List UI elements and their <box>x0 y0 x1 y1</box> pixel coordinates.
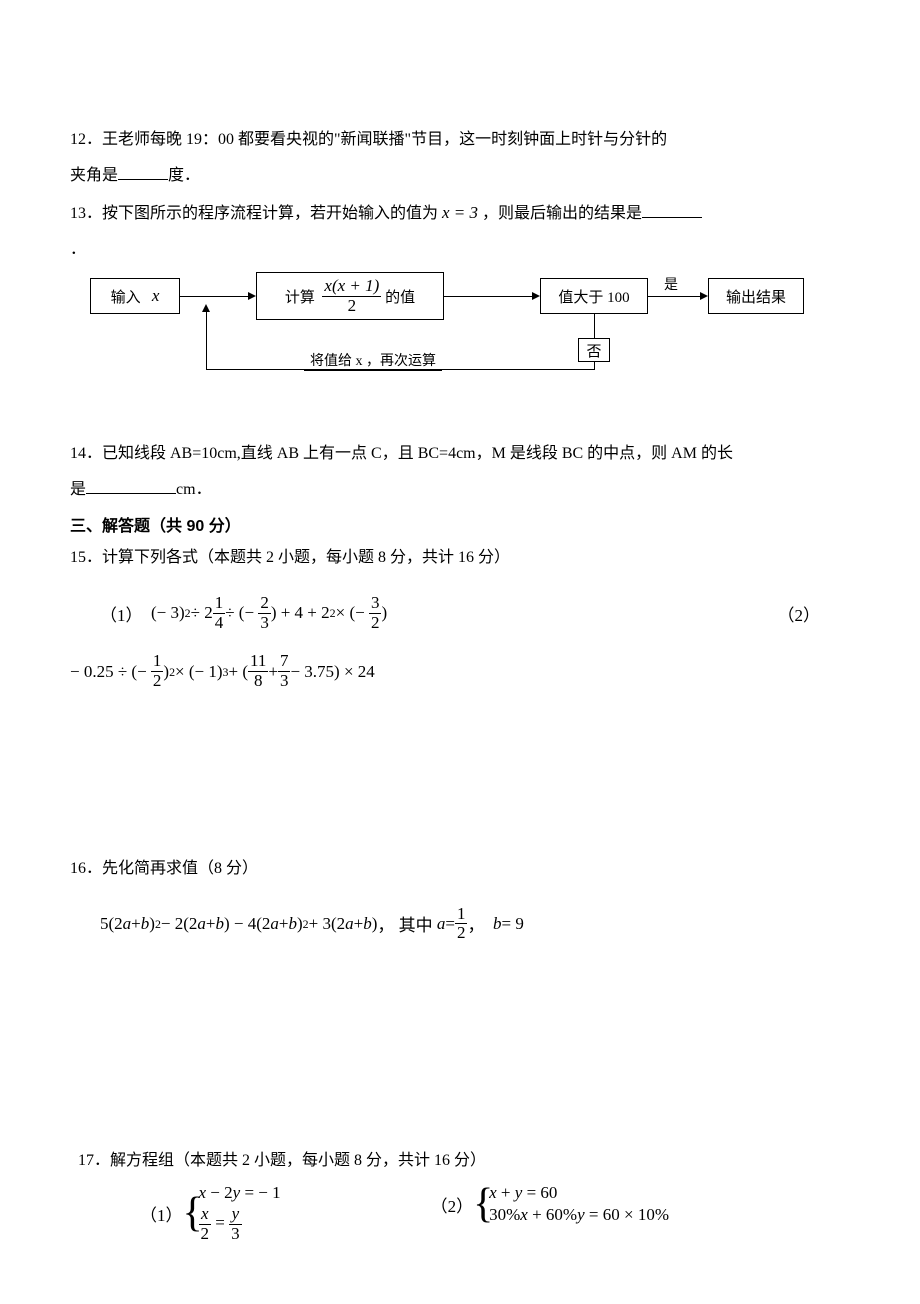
q14-line2: 是 cm． <box>70 474 850 506</box>
q17-p1-label: （1） <box>140 1201 183 1226</box>
section-3: 三、解答题（共 90 分） <box>70 512 850 536</box>
q15-row: （1） (− 3)2 ÷ 214 ÷ (− 23) + 4 + 22 × (− … <box>100 594 850 632</box>
q13-line: 13．按下图所示的程序流程计算，若开始输入的值为 x = 3 ，则最后输出的结果… <box>70 196 850 230</box>
flow-no: 否 <box>586 340 601 361</box>
q12-line2: 夹角是 度． <box>70 160 850 192</box>
q14-text-a: 14．已知线段 AB=10cm,直线 AB 上有一点 C，且 BC=4cm，M … <box>70 445 733 462</box>
flow-loop: 将值给 x ，再次运算 <box>304 350 442 371</box>
flow-calc-num: x(x + 1) <box>322 277 381 297</box>
q15-p1: （1） (− 3)2 ÷ 214 ÷ (− 23) + 4 + 22 × (− … <box>100 594 387 632</box>
flow-calc-frac: x(x + 1) 2 <box>322 277 381 315</box>
arrow-2 <box>444 296 534 297</box>
arrow-no-head <box>202 304 210 312</box>
q16-expr: 5(2a + b)2 − 2(2a + b) − 4(2a + b)2 + 3(… <box>100 905 850 943</box>
q12-line1: 12．王老师每晚 19：00 都要看央视的"新闻联播"节目，这一时刻钟面上时针与… <box>70 124 850 156</box>
q13-var: x = 3 <box>442 203 478 222</box>
q17-title: 17．解方程组（本题共 2 小题，每小题 8 分，共计 16 分） <box>78 1145 850 1177</box>
flow-out-box: 输出结果 <box>708 278 804 314</box>
flow-out: 输出结果 <box>726 286 786 307</box>
q12-blank <box>118 163 168 180</box>
q15-p1-label: （1） <box>100 601 143 626</box>
flow-input-box: 输入 x <box>90 278 180 314</box>
q13-period: ． <box>70 234 850 266</box>
flow-yes: 是 <box>664 274 678 294</box>
flow-no-box: 否 <box>578 338 610 362</box>
q17-p2: （2） { x + y = 60 30%x + 60%y = 60 × 10% <box>431 1183 669 1225</box>
q16-title: 16．先化简再求值（8 分） <box>70 853 850 885</box>
q17-p2-label: （2） <box>431 1192 474 1217</box>
q13-flowchart: 输入 x 计算 x(x + 1) 2 的值 值大于 100 是 输出结果 <box>80 272 840 402</box>
q13-blank <box>642 201 702 218</box>
q14-blank <box>86 477 176 494</box>
flow-check: 值大于 100 <box>558 286 629 307</box>
q15-p2-label: （2） <box>778 601 821 626</box>
flow-calc-a: 计算 <box>285 286 315 307</box>
q16-where: ， 其中 <box>377 911 432 936</box>
q17-p1: （1） { x − 2y = − 1 x2 = y3 <box>140 1183 281 1243</box>
arrow-1-head <box>248 292 256 300</box>
flow-calc-den: 2 <box>322 297 381 316</box>
q17-row: （1） { x − 2y = − 1 x2 = y3 （2） { x + y =… <box>140 1183 850 1243</box>
q12-text-c: 度． <box>168 167 200 184</box>
flow-calc-box: 计算 x(x + 1) 2 的值 <box>256 272 444 320</box>
arrow-no-up <box>206 310 207 370</box>
arrow-2-head <box>532 292 540 300</box>
flow-calc-b: 的值 <box>385 286 415 307</box>
q13-text-b: ，则最后输出的结果是 <box>482 205 642 222</box>
flow-check-box: 值大于 100 <box>540 278 648 314</box>
q15-title: 15．计算下列各式（本题共 2 小题，每小题 8 分，共计 16 分） <box>70 542 850 574</box>
q14-text-b: 是 <box>70 481 86 498</box>
flow-input-a: 输入 <box>111 286 141 307</box>
q15-p2-expr: − 0.25 ÷ (− 12)2 × (− 1)3 + (118 + 73 − … <box>70 652 850 690</box>
q12-text-a: 12．王老师每晚 19：00 都要看央视的"新闻联播"节目，这一时刻钟面上时针与… <box>70 131 667 148</box>
q13-text-a: 13．按下图所示的程序流程计算，若开始输入的值为 <box>70 205 438 222</box>
q14-line1: 14．已知线段 AB=10cm,直线 AB 上有一点 C，且 BC=4cm，M … <box>70 438 850 470</box>
arrow-yes <box>648 296 702 297</box>
q12-text-b: 夹角是 <box>70 167 118 184</box>
q14-text-c: cm． <box>176 481 212 498</box>
arrow-yes-head <box>700 292 708 300</box>
arrow-1 <box>180 296 250 297</box>
flow-input-b: x <box>152 286 160 306</box>
